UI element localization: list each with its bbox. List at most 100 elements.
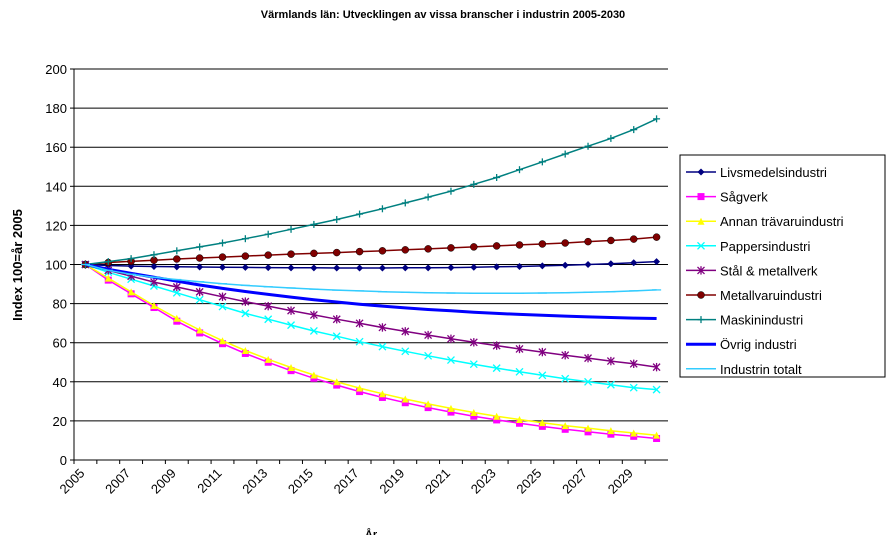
marker — [355, 247, 364, 256]
marker — [241, 309, 250, 318]
marker — [287, 306, 295, 315]
marker — [241, 252, 250, 260]
marker-shape — [492, 242, 501, 250]
marker — [653, 115, 661, 123]
marker — [356, 388, 364, 396]
x-tick-label: 2029 — [605, 466, 636, 497]
marker — [401, 399, 409, 407]
series-line — [85, 260, 657, 269]
marker — [607, 427, 615, 435]
legend-box — [679, 154, 886, 378]
chart-title: Värmlands län: Utvecklingen av vissa bra… — [261, 9, 625, 21]
marker — [515, 241, 524, 249]
marker — [607, 260, 615, 268]
marker — [424, 351, 433, 360]
marker — [264, 301, 273, 311]
marker — [309, 310, 318, 320]
marker-shape — [447, 356, 455, 365]
marker-shape — [561, 261, 569, 269]
marker — [629, 383, 638, 392]
marker — [584, 261, 592, 268]
marker-shape — [630, 429, 638, 437]
marker-shape — [287, 250, 295, 258]
marker-shape — [629, 235, 638, 243]
marker — [424, 264, 432, 272]
marker — [104, 274, 112, 282]
marker-shape — [697, 241, 705, 250]
marker — [150, 251, 158, 259]
marker — [469, 360, 478, 369]
marker — [470, 408, 478, 416]
marker — [493, 416, 501, 424]
marker-shape — [378, 264, 386, 272]
marker-shape — [515, 241, 524, 249]
marker — [378, 342, 387, 351]
marker-shape — [332, 248, 341, 257]
marker — [355, 319, 364, 328]
marker — [401, 199, 409, 207]
y-tick-label: 80 — [53, 297, 67, 312]
marker-shape — [219, 337, 226, 345]
marker — [447, 334, 455, 343]
marker — [697, 217, 705, 225]
legend-label: Livsmedelsindustri — [720, 165, 827, 180]
marker — [584, 428, 592, 436]
marker — [241, 347, 249, 355]
marker — [424, 404, 432, 412]
marker-shape — [561, 374, 570, 383]
marker — [492, 341, 501, 350]
marker-shape — [538, 422, 546, 430]
marker — [447, 404, 455, 412]
marker — [538, 262, 546, 270]
marker — [697, 266, 705, 275]
marker-shape — [424, 351, 433, 360]
legend-label: Annan trävaruindustri — [720, 214, 844, 229]
marker — [697, 241, 705, 250]
marker — [470, 243, 478, 251]
marker — [333, 264, 341, 272]
marker-shape — [653, 258, 661, 266]
marker-shape — [218, 253, 227, 261]
marker — [309, 327, 318, 335]
legend-label: Maskinindustri — [720, 313, 803, 328]
marker — [150, 277, 158, 287]
marker — [607, 134, 615, 142]
marker-shape — [355, 247, 364, 256]
marker — [652, 362, 661, 372]
y-axis-label: Index 100=år 2005 — [10, 209, 25, 321]
series-line — [85, 263, 657, 294]
marker-shape — [310, 371, 318, 379]
marker-shape — [356, 264, 364, 272]
marker-shape — [150, 302, 158, 310]
marker-shape — [355, 337, 364, 346]
marker — [356, 264, 364, 272]
legend-label: Pappersindustri — [720, 239, 810, 254]
legend-label: Metallvaruindustri — [720, 288, 822, 303]
marker — [538, 158, 546, 166]
marker — [492, 242, 501, 250]
marker-shape — [173, 314, 181, 322]
marker — [493, 263, 501, 271]
marker-shape — [241, 252, 250, 260]
marker-shape — [492, 364, 501, 373]
marker — [470, 263, 478, 271]
marker-shape — [515, 367, 524, 376]
marker — [219, 337, 226, 345]
marker-shape — [401, 264, 409, 272]
marker-shape — [264, 264, 272, 272]
marker — [653, 431, 661, 439]
marker-shape — [241, 263, 249, 271]
marker-shape — [470, 243, 478, 251]
marker — [516, 166, 523, 174]
marker-shape — [333, 378, 341, 386]
marker — [287, 264, 295, 272]
marker — [424, 193, 432, 201]
marker — [401, 264, 409, 272]
marker — [606, 380, 615, 389]
marker — [447, 408, 455, 416]
marker-shape — [630, 259, 638, 267]
marker-shape — [653, 431, 661, 439]
marker-shape — [310, 264, 318, 272]
marker-shape — [493, 412, 501, 420]
marker-shape — [470, 263, 478, 271]
